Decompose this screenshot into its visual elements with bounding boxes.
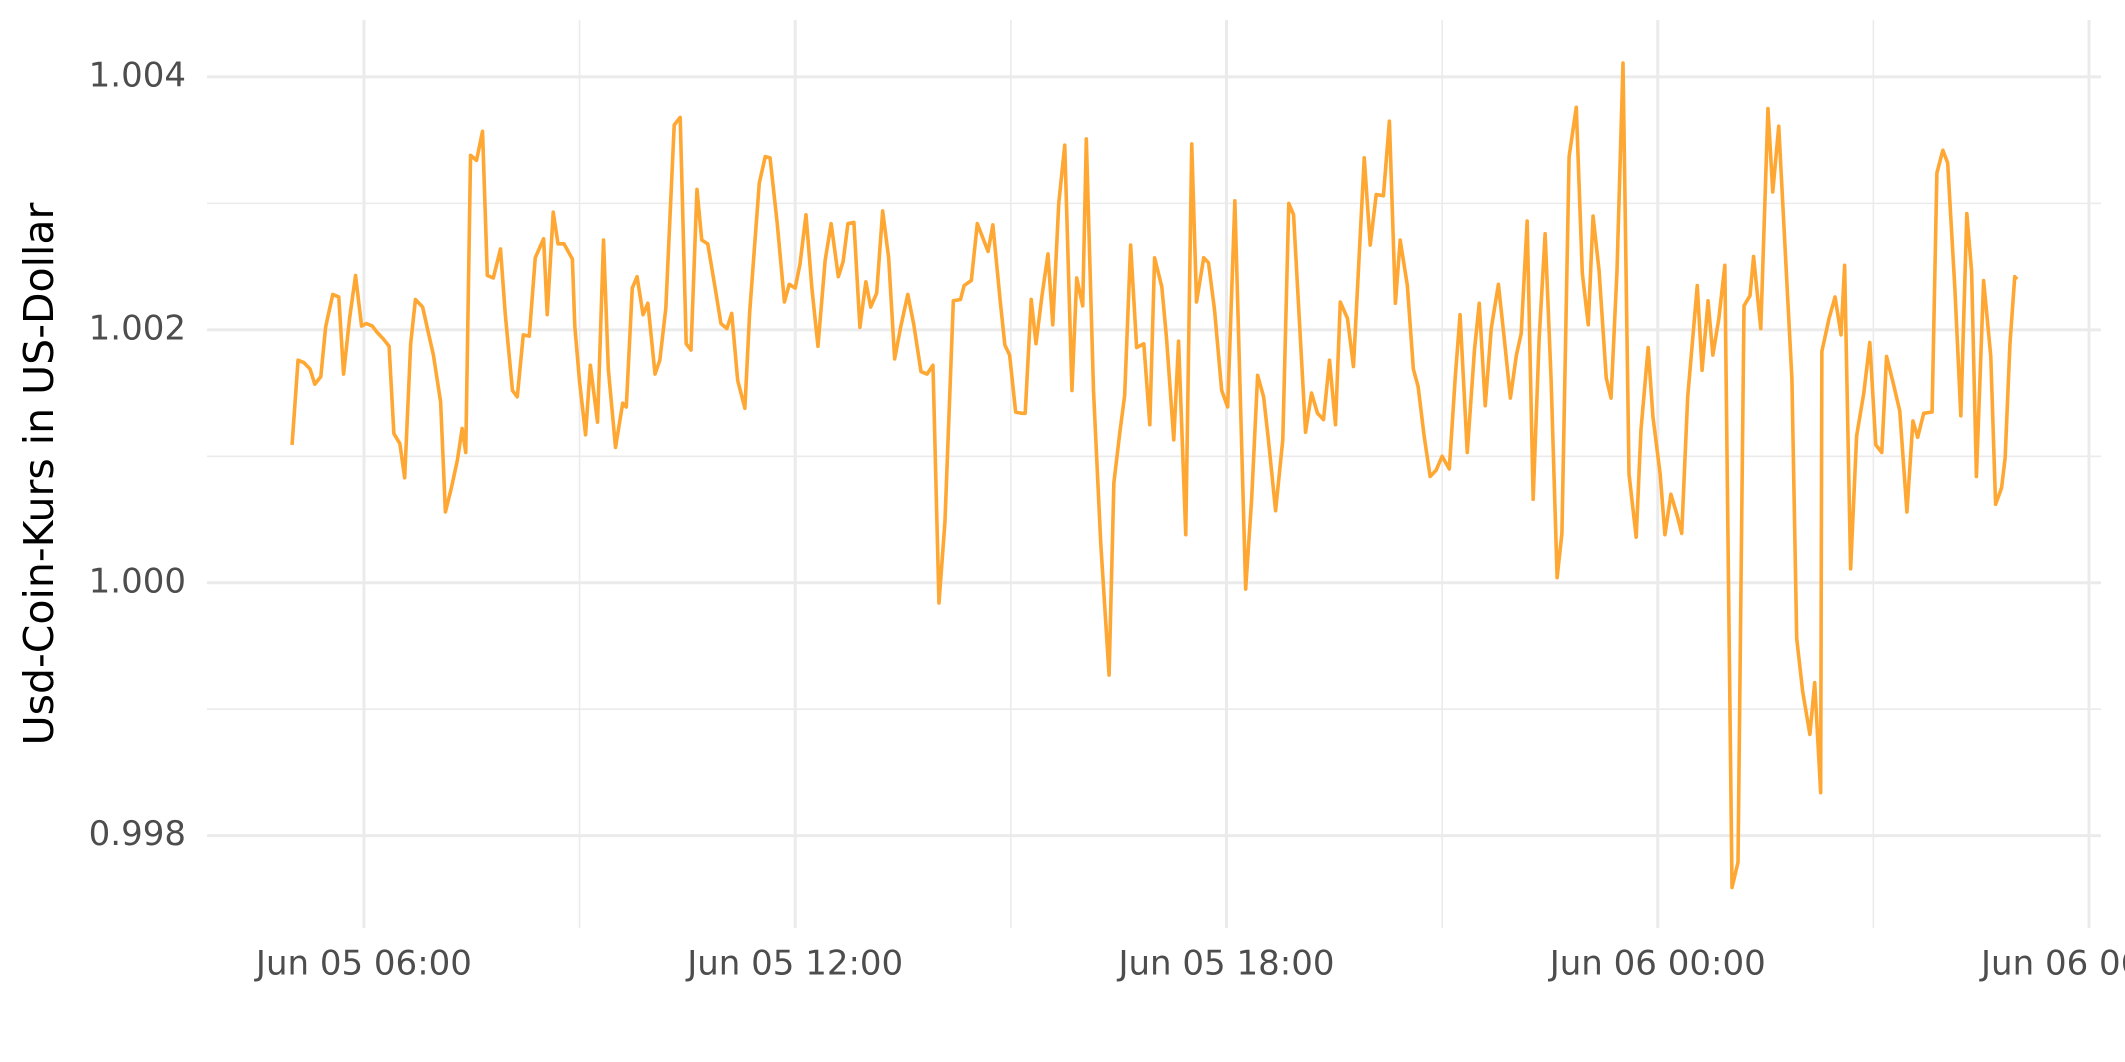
y-tick-label: 0.998: [89, 814, 186, 854]
x-tick-label: Jun 05 18:00: [1116, 944, 1334, 984]
marks: [290, 61, 2019, 890]
y-tick-label: 1.000: [89, 561, 186, 601]
x-tick-label: Jun 06 06:00: [1979, 944, 2125, 984]
x-tick-label: Jun 06 00:00: [1548, 944, 1766, 984]
price-line: [290, 61, 2019, 890]
grid: [207, 20, 2101, 928]
x-tick-label: Jun 05 06:00: [254, 944, 472, 984]
y-tick-label: 1.002: [89, 308, 186, 348]
x-tick-label: Jun 05 12:00: [685, 944, 903, 984]
y-tick-label: 1.004: [89, 55, 186, 95]
y-axis-title: Usd-Coin-Kurs in US-Dollar: [15, 202, 63, 745]
